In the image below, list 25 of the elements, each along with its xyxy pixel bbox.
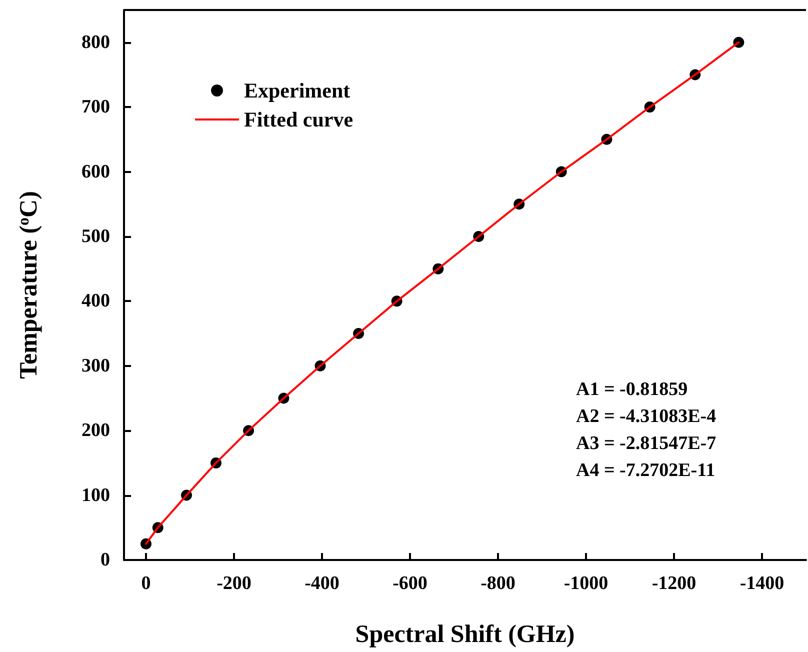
- x-tick-label: -400: [304, 573, 340, 594]
- annotation: A3 = -2.81547E-7: [576, 433, 717, 454]
- legend-label: Fitted curve: [244, 108, 354, 132]
- y-tick-label: 800: [82, 32, 110, 53]
- x-tick-label: -200: [216, 573, 252, 594]
- y-tick-label: 200: [82, 420, 110, 442]
- y-tick-label: 500: [82, 226, 110, 247]
- y-tick-label: 400: [82, 290, 110, 312]
- x-axis-title: Spectral Shift (GHz): [355, 621, 575, 648]
- y-tick-label: 0: [100, 550, 110, 570]
- x-tick-label: -1200: [652, 573, 696, 594]
- annotation: A4 = -7.2702E-11: [576, 460, 716, 481]
- y-axis-title: Temperature (oC): [16, 191, 42, 379]
- x-tick-label: 0: [141, 573, 151, 594]
- x-tick-label: -600: [392, 573, 428, 594]
- y-tick-label: 300: [82, 355, 110, 376]
- y-tick-label: 100: [82, 484, 110, 506]
- x-tick-label: -800: [480, 573, 516, 594]
- annotation: A1 = -0.81859: [576, 379, 688, 400]
- legend-label: Experiment: [244, 78, 350, 102]
- y-tick-label: 600: [82, 161, 110, 182]
- x-tick-label: -1400: [740, 573, 784, 594]
- y-tick-label: 700: [82, 96, 110, 118]
- x-tick-label: -1000: [564, 573, 608, 594]
- annotation: A2 = -4.31083E-4: [576, 406, 717, 427]
